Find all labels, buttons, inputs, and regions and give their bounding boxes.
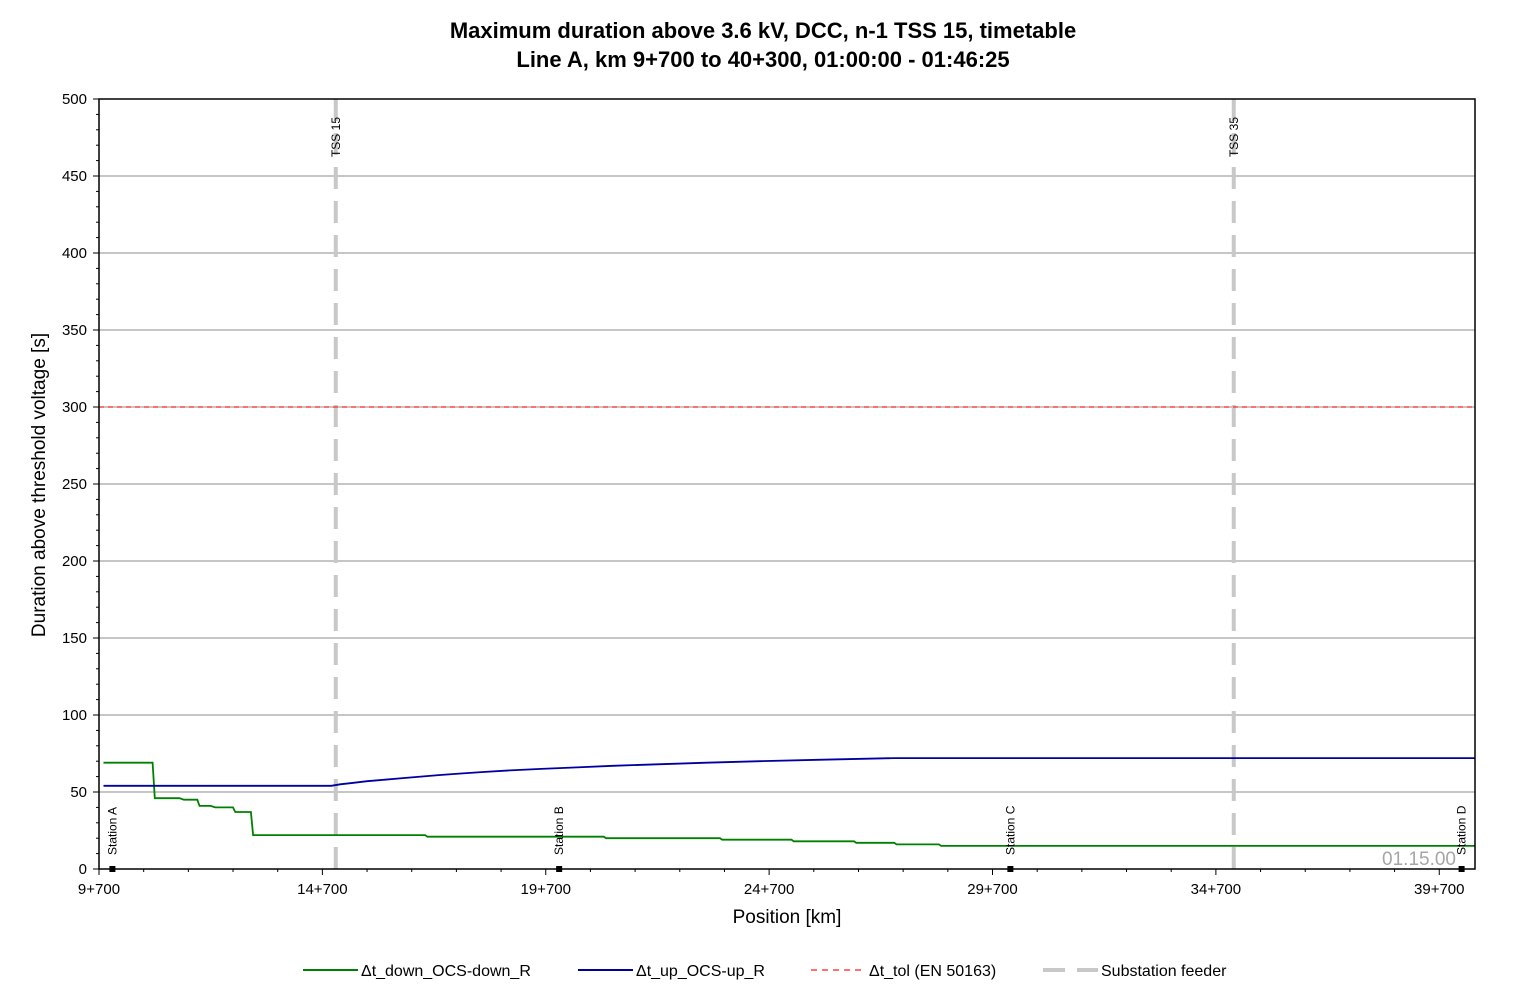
x-axis: 9+700 14+700 19+700 24+700 29+700 34+700 39+70… xyxy=(78,869,1465,898)
x-tick-label: 24+700 xyxy=(744,881,794,898)
legend-entry-label: Δt_up_OCS-up_R xyxy=(636,963,765,980)
x-tick-label: 14+700 xyxy=(297,881,347,898)
y-tick-label: 300 xyxy=(62,399,87,416)
x-axis-label: Position [km] xyxy=(733,907,842,928)
x-tick-label: 34+700 xyxy=(1191,881,1241,898)
legend-entry-label: Δt_tol (EN 50163) xyxy=(869,963,996,980)
watermark-text: 01.15.00 xyxy=(1382,849,1456,870)
y-tick-label: 500 xyxy=(62,91,87,108)
series-line xyxy=(103,761,1475,847)
legend-entry-label: Substation feeder xyxy=(1101,963,1227,980)
legend-entry-label: Δt_down_OCS-down_R xyxy=(361,963,531,980)
stations: Station A Station B Station C Station D xyxy=(105,805,1469,872)
y-axis-label: Duration above threshold voltage [s] xyxy=(29,333,50,637)
chart-subtitle: Line A, km 9+700 to 40+300, 01:00:00 - 0… xyxy=(516,47,1009,72)
series-line xyxy=(103,757,1475,787)
y-tick-label: 350 xyxy=(62,322,87,339)
x-tick-label: 29+700 xyxy=(967,881,1017,898)
feeder-label: TSS 15 xyxy=(329,117,343,157)
y-tick-label: 100 xyxy=(62,707,87,724)
y-tick-label: 450 xyxy=(62,168,87,185)
feeder-label: TSS 35 xyxy=(1227,117,1241,157)
grid xyxy=(99,175,1475,793)
substation-feeders: TSS 15 TSS 35 xyxy=(329,99,1241,869)
series-group xyxy=(99,406,1475,847)
x-tick-label: 19+700 xyxy=(521,881,571,898)
legend: Δt_down_OCS-down_R Δt_up_OCS-up_R Δt_tol (… xyxy=(303,963,1227,980)
y-tick-label: 400 xyxy=(62,245,87,262)
chart-title: Maximum duration above 3.6 kV, DCC, n-1 … xyxy=(450,18,1076,43)
y-tick-label: 200 xyxy=(62,553,87,570)
station-label: Station B xyxy=(552,806,566,855)
station-label: Station D xyxy=(1455,805,1469,855)
x-tick-label: 39+700 xyxy=(1414,881,1464,898)
station-label: Station A xyxy=(105,807,119,855)
y-tick-label: 150 xyxy=(62,630,87,647)
y-tick-label: 0 xyxy=(79,861,87,878)
y-axis: 0 50 100 150 200 250 300 350 400 450 500 xyxy=(62,91,99,878)
y-tick-label: 50 xyxy=(70,784,87,801)
x-tick-label: 9+700 xyxy=(78,881,120,898)
y-tick-label: 250 xyxy=(62,476,87,493)
station-label: Station C xyxy=(1003,805,1017,855)
